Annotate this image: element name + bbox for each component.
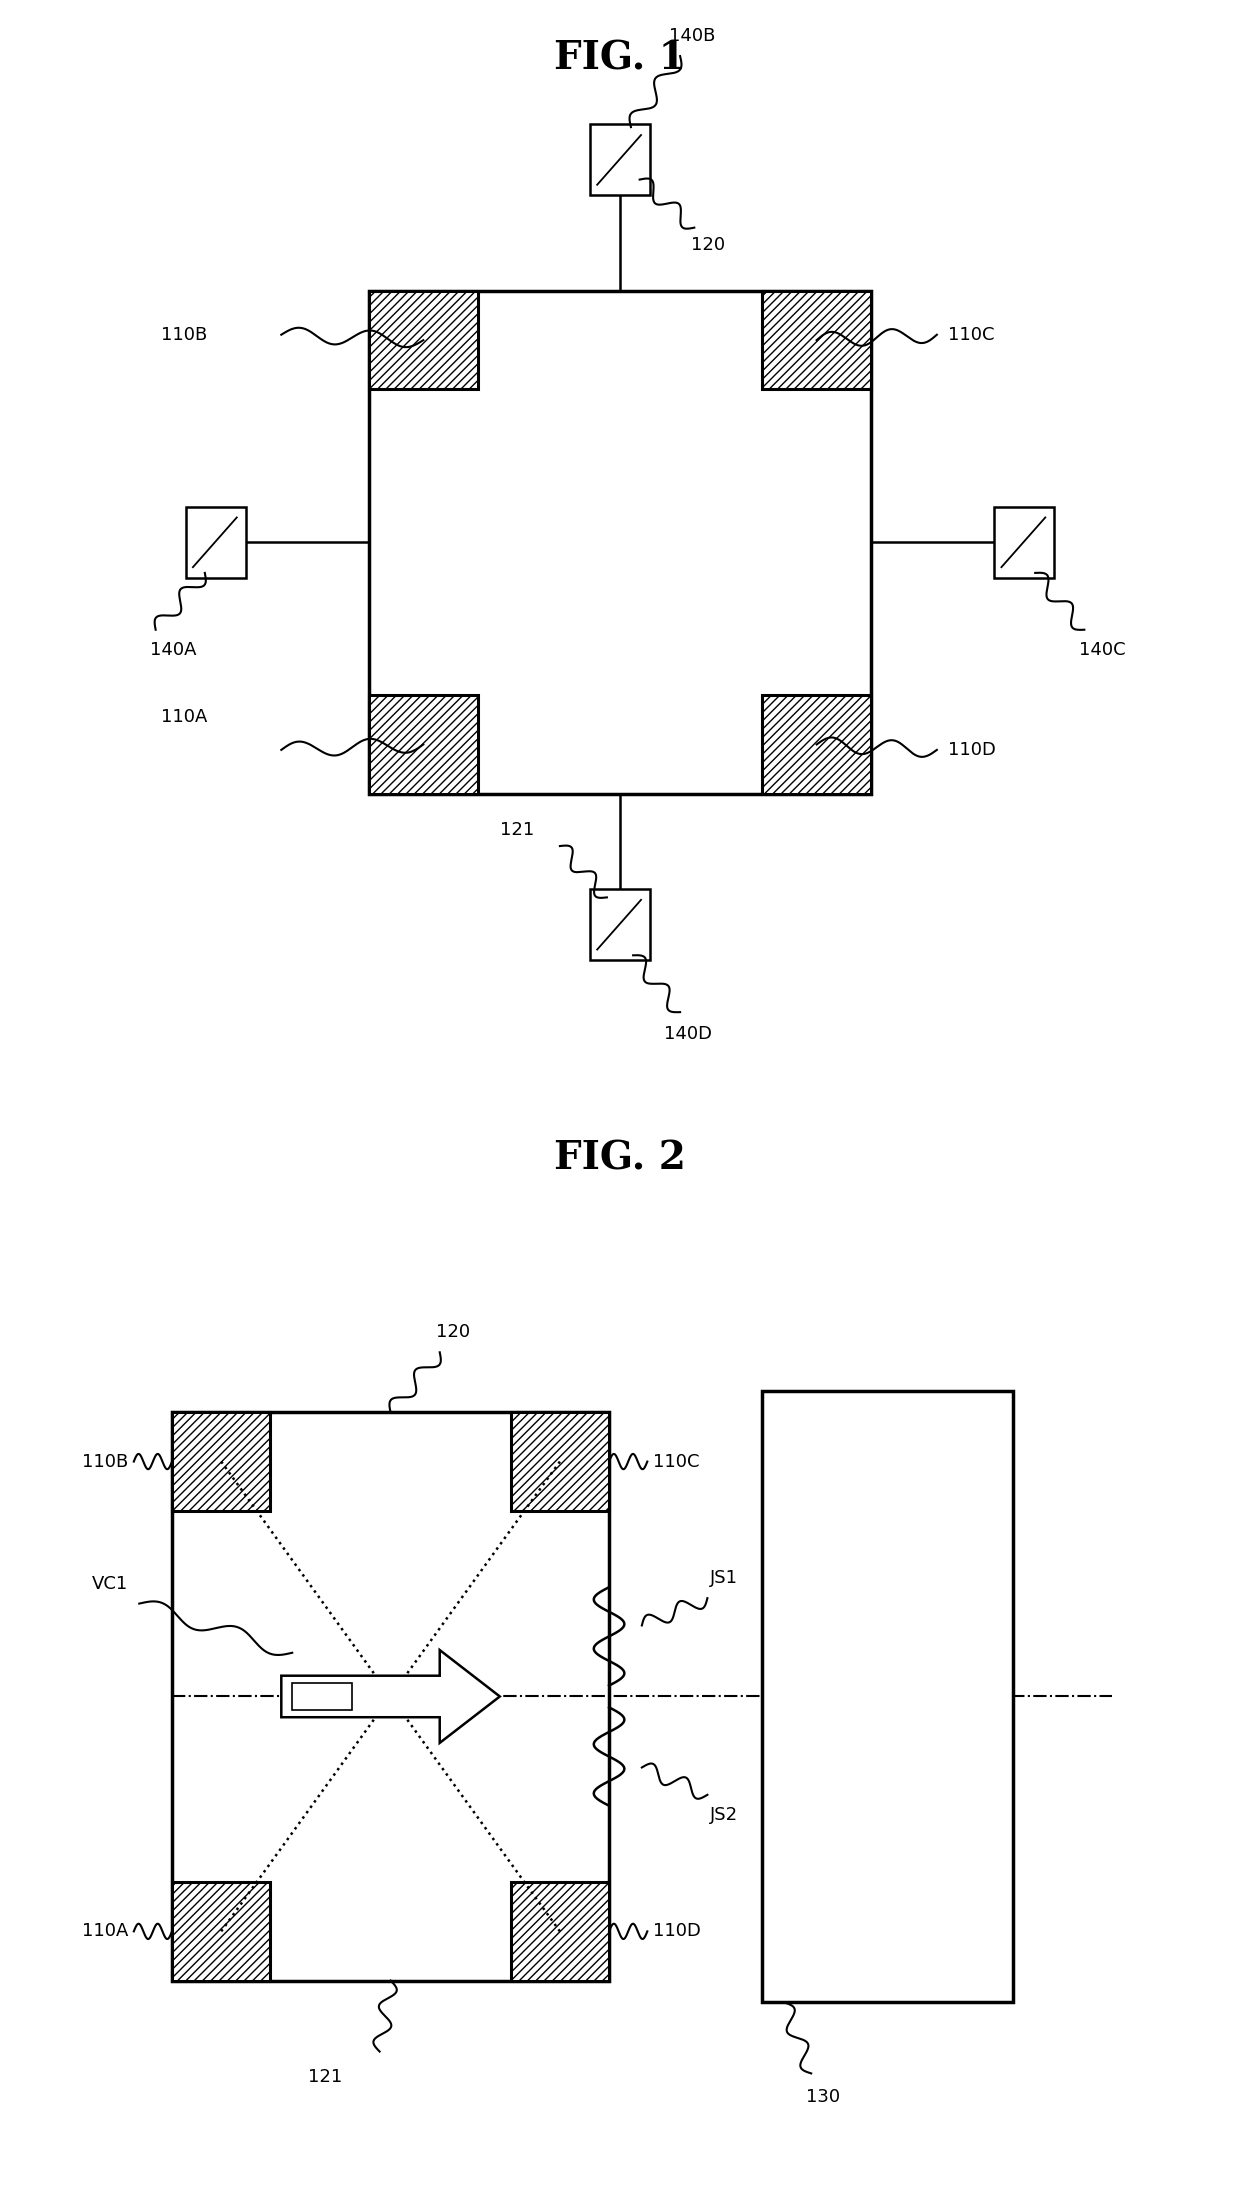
Bar: [172, 1412, 270, 1511]
Text: 140B: 140B: [670, 26, 715, 44]
Text: 110C: 110C: [652, 1452, 699, 1471]
Bar: [368, 291, 477, 388]
Text: 140D: 140D: [663, 1026, 712, 1043]
Text: 121: 121: [308, 2067, 342, 2087]
Bar: [511, 1882, 609, 1981]
Text: 110D: 110D: [947, 741, 996, 759]
Bar: [763, 1390, 1013, 2003]
Bar: [368, 291, 872, 794]
Bar: [511, 1412, 609, 1511]
Bar: [368, 695, 477, 794]
Text: VC1: VC1: [92, 1575, 128, 1593]
Text: FIG. 2: FIG. 2: [554, 1138, 686, 1178]
Text: 110D: 110D: [652, 1921, 701, 1941]
Text: 110A: 110A: [161, 708, 207, 726]
Text: 121: 121: [500, 821, 534, 840]
Text: JS1: JS1: [709, 1568, 738, 1586]
Bar: [763, 695, 872, 794]
Text: 120: 120: [691, 236, 725, 254]
Bar: [590, 889, 650, 960]
Bar: [172, 1412, 609, 1981]
Bar: [186, 507, 246, 578]
Text: FIG. 1: FIG. 1: [554, 40, 686, 77]
Text: 140A: 140A: [150, 640, 197, 660]
Text: 110B: 110B: [161, 326, 207, 344]
Bar: [172, 1882, 270, 1981]
Text: 110C: 110C: [947, 326, 994, 344]
Bar: [293, 1683, 352, 1710]
Text: JS2: JS2: [709, 1807, 738, 1824]
Text: 120: 120: [436, 1324, 470, 1341]
Text: 110A: 110A: [82, 1921, 128, 1941]
Bar: [590, 124, 650, 196]
Bar: [763, 291, 872, 388]
FancyArrow shape: [281, 1650, 500, 1743]
Bar: [994, 507, 1054, 578]
Text: 130: 130: [806, 2087, 839, 2105]
Text: 110B: 110B: [82, 1452, 128, 1471]
Text: 140C: 140C: [1079, 640, 1126, 660]
